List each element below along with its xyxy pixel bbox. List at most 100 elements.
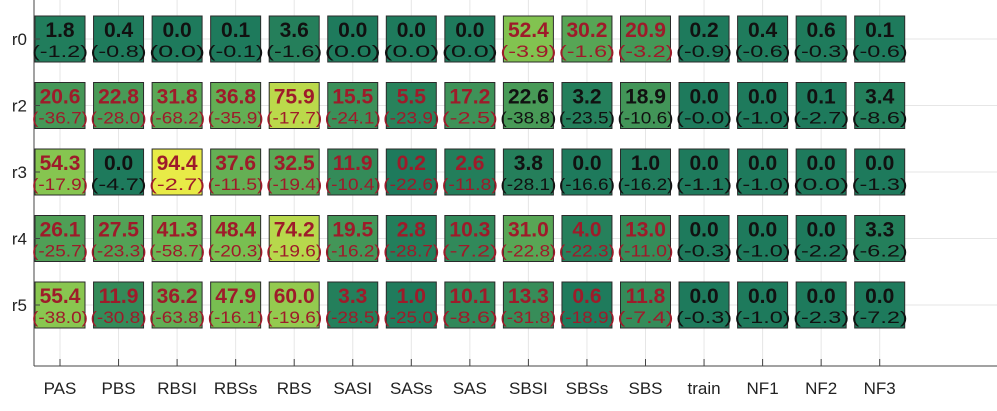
cell-background [561, 281, 613, 329]
cell-delta-label: (-19.6) [266, 309, 322, 327]
cell-background [93, 15, 145, 63]
cell-delta-label: (-2.3) [793, 309, 849, 327]
heatmap-cell: 36.8(-35.9) [208, 82, 264, 129]
cell-value-label: 11.9 [99, 285, 139, 308]
cell-value-label: 22.6 [508, 86, 549, 109]
cell-background [854, 281, 906, 329]
y-tick-label: r3 [12, 163, 27, 182]
cell-value-label: 22.8 [98, 86, 139, 109]
cell-background [795, 281, 847, 329]
cell-delta-label: (-38.0) [32, 309, 88, 327]
cell-value-label: 48.4 [215, 219, 256, 242]
cell-delta-label: (-28.5) [325, 309, 381, 327]
heatmap-cell: 0.0(-1.3) [852, 148, 908, 196]
x-tick-label: train [688, 379, 721, 398]
cell-delta-label: (-28.7) [383, 243, 439, 261]
cell-background [151, 215, 203, 262]
cell-delta-label: (-1.0) [735, 309, 791, 327]
cell-delta-label: (-1.0) [735, 176, 791, 194]
cell-delta-label: (-22.8) [500, 243, 556, 261]
x-tick-label: RBSI [157, 379, 197, 398]
cell-background [151, 82, 203, 129]
heatmap-cell: 4.0(-22.3) [559, 215, 615, 262]
cell-value-label: 32.5 [274, 152, 315, 175]
cell-delta-label: (-11.0) [618, 243, 674, 261]
cell-value-label: 55.4 [40, 285, 81, 308]
cell-delta-label: (-3.9) [500, 43, 556, 61]
y-axis-ticks: r0 r2 r3 r4 r5 [12, 30, 40, 315]
cell-value-label: 0.0 [807, 219, 836, 242]
cell-value-label: 1.0 [631, 152, 660, 175]
cell-value-label: 0.0 [807, 152, 836, 175]
cell-background [93, 281, 145, 329]
cell-delta-label: (0.0) [325, 43, 381, 61]
cell-delta-label: (-25.0) [383, 309, 439, 327]
cell-value-label: 54.3 [40, 152, 81, 175]
heatmap-cell: 27.5(-23.3) [91, 215, 147, 262]
cell-background [385, 148, 437, 196]
y-tick-label: r2 [12, 97, 27, 116]
cell-delta-label: (-1.2) [32, 43, 88, 61]
cell-delta-label: (-1.6) [266, 43, 322, 61]
heatmap-cell: 1.0(-25.0) [383, 281, 439, 329]
cell-background [737, 215, 789, 262]
heatmap-cell: 32.5(-19.4) [266, 148, 322, 196]
cell-background [678, 82, 730, 129]
cell-delta-label: (-0.6) [735, 43, 791, 61]
cell-delta-label: (-8.6) [442, 309, 498, 327]
cell-value-label: 0.0 [397, 19, 426, 42]
cell-value-label: 10.1 [449, 285, 490, 308]
cell-delta-label: (-0.1) [208, 43, 264, 61]
cell-value-label: 0.0 [162, 19, 191, 42]
cell-background [210, 148, 262, 196]
heatmap-cell: 10.3(-7.2) [442, 215, 498, 262]
x-tick-label: SBSs [566, 379, 609, 398]
cell-background [678, 281, 730, 329]
cell-value-label: 11.9 [333, 152, 373, 175]
cell-value-label: 0.0 [807, 285, 836, 308]
cell-background [93, 215, 145, 262]
cell-background [385, 82, 437, 129]
heatmap-cell: 10.1(-8.6) [442, 281, 498, 329]
heatmap-cell: 3.4(-8.6) [852, 82, 908, 129]
cell-background [210, 82, 262, 129]
cell-value-label: 0.0 [338, 19, 367, 42]
cell-delta-label: (-2.7) [793, 110, 849, 128]
cell-delta-label: (-10.6) [618, 110, 674, 128]
cell-background [795, 15, 847, 63]
heatmap-cell: 0.2(-22.6) [383, 148, 439, 196]
cell-delta-label: (-1.1) [676, 176, 732, 194]
cell-delta-label: (-22.6) [383, 176, 439, 194]
heatmap-cell: 22.6(-38.8) [500, 82, 556, 129]
cell-value-label: 0.0 [748, 152, 777, 175]
cell-delta-label: (0.0) [442, 43, 498, 61]
cell-delta-label: (-16.2) [618, 176, 674, 194]
heatmap-cell: 48.4(-20.3) [208, 215, 264, 262]
cell-delta-label: (-16.2) [325, 243, 381, 261]
cell-delta-label: (-31.8) [500, 309, 556, 327]
cell-background [561, 215, 613, 262]
cell-background [385, 15, 437, 63]
cell-background [502, 215, 554, 262]
cell-delta-label: (-0.3) [676, 243, 732, 261]
cell-value-label: 3.2 [572, 86, 601, 109]
cell-background [444, 281, 496, 329]
cell-value-label: 5.5 [397, 86, 427, 109]
cell-background [854, 82, 906, 129]
cell-background [268, 82, 320, 129]
cell-value-label: 0.0 [748, 86, 777, 109]
cell-value-label: 19.5 [332, 219, 373, 242]
cell-value-label: 31.8 [157, 86, 198, 109]
y-tick-label: r4 [12, 230, 27, 249]
cell-delta-label: (-18.9) [559, 309, 615, 327]
cell-background [268, 281, 320, 329]
cell-value-label: 0.6 [572, 285, 601, 308]
cell-delta-label: (-0.3) [793, 43, 849, 61]
x-tick-label: PAS [44, 379, 77, 398]
x-tick-label: SBSI [509, 379, 548, 398]
cell-value-label: 0.0 [689, 219, 718, 242]
heatmap-cells: 1.8(-1.2)0.4(-0.8)0.0(0.0)0.1(-0.1)3.6(-… [32, 15, 908, 329]
cell-background [444, 148, 496, 196]
cell-delta-label: (0.0) [793, 176, 849, 194]
